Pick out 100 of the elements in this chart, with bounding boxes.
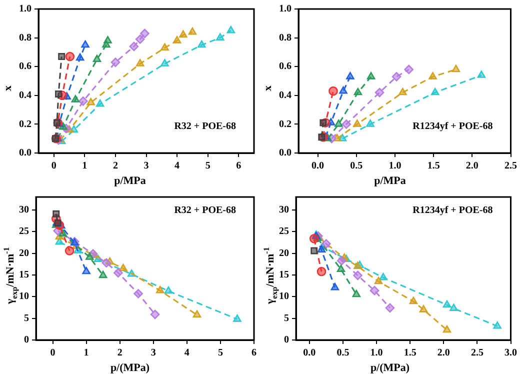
x-tick-label: 1.0: [388, 160, 402, 172]
point: [336, 264, 346, 272]
y-tick-label: 5: [24, 312, 29, 324]
point: [309, 234, 319, 244]
x-tick-label: 0: [51, 160, 56, 172]
x-tick-label: 6: [252, 348, 256, 359]
point: [198, 40, 206, 48]
y-tick-label: 0.6: [19, 61, 32, 72]
point: [135, 34, 145, 44]
point: [92, 54, 102, 62]
annotation: R1234yf + POE-68: [412, 205, 493, 216]
y-tick-label: 25: [19, 226, 29, 238]
x-tick-label: 2.5: [504, 160, 517, 172]
x-tick-label: 2.0: [466, 160, 478, 172]
y-tick-label: 10: [279, 291, 289, 302]
point: [317, 245, 326, 253]
y-tick-label: 0: [24, 334, 29, 346]
x-tick-label: 2: [117, 348, 122, 359]
point: [160, 59, 169, 66]
y-tick-label: 10: [19, 291, 29, 302]
point: [129, 42, 139, 52]
x-tick-label: 2.0: [437, 348, 450, 359]
point: [55, 90, 62, 98]
point: [336, 256, 346, 266]
x-tick-label: 3: [144, 160, 149, 172]
x-tick-label: 1.5: [404, 348, 416, 359]
point: [150, 310, 160, 320]
point: [160, 43, 169, 51]
point: [370, 286, 380, 296]
y-tick-label: 0.4: [279, 90, 292, 101]
point: [353, 270, 362, 280]
point: [216, 33, 224, 40]
y-tick-label: 15: [19, 270, 29, 281]
x-tick-label: 5: [205, 160, 210, 172]
point: [310, 247, 318, 254]
point: [172, 36, 182, 44]
point: [419, 305, 428, 312]
point: [82, 266, 90, 274]
x-tick-label: 1: [84, 348, 89, 359]
y-tick-label: 1.0: [279, 4, 292, 15]
y-tick-label: 20: [279, 248, 289, 259]
y-tick-label: 1.0: [19, 4, 32, 15]
annotation: R32 + POE-68: [174, 205, 236, 216]
point: [493, 321, 502, 329]
x-tick-label: 5: [218, 348, 223, 359]
x-axis-title: p/(MPa): [369, 362, 411, 374]
point: [98, 270, 108, 278]
x-tick-label: 0: [50, 348, 56, 359]
annotation: R1234yf + POE-68: [412, 121, 493, 132]
annotation: R32 + POE-68: [174, 121, 236, 132]
point: [328, 86, 338, 96]
point: [110, 58, 120, 67]
point: [366, 72, 376, 80]
x-tick-label: 2.5: [470, 348, 484, 359]
point: [71, 95, 80, 102]
point: [316, 266, 326, 276]
x-tick-label: 1.5: [427, 160, 440, 172]
point: [452, 64, 460, 72]
point: [431, 88, 440, 96]
x-tick-label: 3: [150, 348, 156, 359]
point: [179, 30, 188, 38]
y-tick-label: 0.0: [279, 148, 292, 159]
y-tick-label: 0.0: [19, 148, 32, 159]
x-tick-label: 2: [112, 160, 118, 172]
point: [398, 88, 407, 96]
x-tick-label: 4: [174, 160, 180, 172]
x-axis-title: p/MPa: [113, 175, 147, 187]
point: [353, 120, 362, 127]
point: [318, 134, 326, 141]
x-tick-label: 6: [236, 160, 242, 172]
y-tick-label: 0.2: [19, 118, 32, 130]
point: [156, 286, 164, 294]
y-tick-label: 0.2: [279, 118, 292, 130]
y-tick-label: 0.6: [279, 61, 292, 72]
point: [76, 53, 84, 61]
x-tick-label: 0.0: [303, 348, 316, 359]
point: [477, 70, 486, 78]
point: [354, 262, 362, 269]
x-tick-label: 3.0: [504, 348, 517, 359]
point: [392, 72, 402, 82]
x-tick-label: 0.0: [312, 160, 324, 172]
y-tick-label: 0.4: [19, 90, 32, 101]
y-tick-label: 25: [279, 226, 289, 238]
x-tick-label: 0.5: [350, 160, 363, 172]
y-tick-label: 20: [19, 248, 29, 259]
y-tick-label: 0: [284, 334, 289, 346]
point: [339, 86, 348, 94]
y-tick-label: 5: [284, 312, 289, 324]
point: [119, 264, 128, 272]
point: [409, 296, 418, 304]
point: [58, 53, 66, 60]
point: [53, 119, 60, 126]
point: [404, 64, 414, 74]
point: [140, 28, 150, 38]
point: [102, 258, 112, 268]
point: [366, 120, 374, 127]
y-tick-label: 15: [279, 270, 289, 281]
point: [334, 120, 343, 127]
point: [65, 52, 75, 62]
y-axis-title: x: [2, 86, 14, 91]
